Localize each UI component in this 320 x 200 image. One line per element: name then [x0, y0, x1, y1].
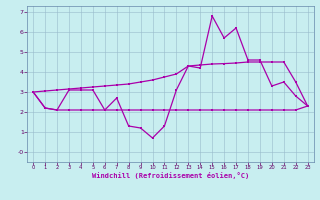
X-axis label: Windchill (Refroidissement éolien,°C): Windchill (Refroidissement éolien,°C) — [92, 172, 249, 179]
